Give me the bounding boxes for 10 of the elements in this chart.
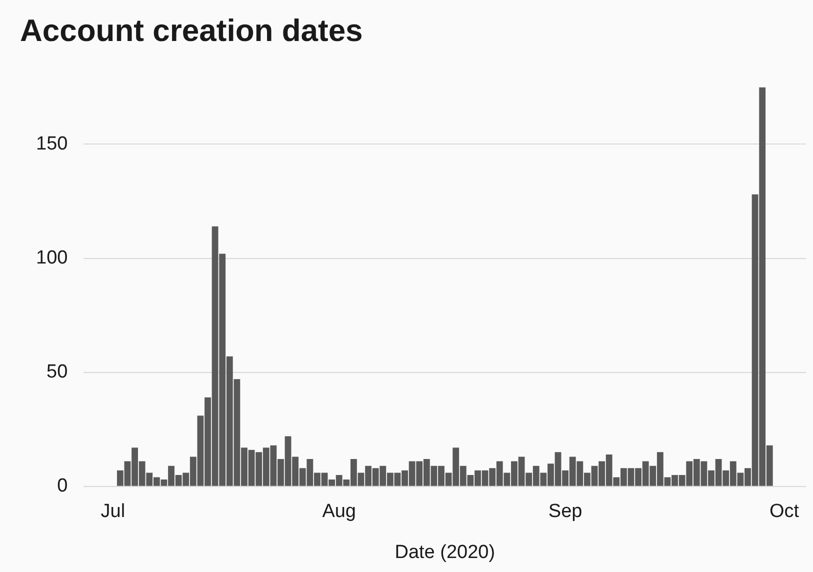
y-tick-label: 100 — [36, 248, 68, 269]
x-tick-label: Aug — [322, 501, 356, 522]
y-tick-label: 0 — [57, 476, 68, 497]
x-tick-label: Sep — [548, 501, 582, 522]
x-axis-title: Date (2020) — [394, 542, 496, 563]
x-tick-label: Oct — [769, 501, 800, 522]
y-tick-label: 50 — [46, 362, 68, 383]
y-tick-label: 150 — [36, 133, 68, 154]
chart-title: Account creation dates — [20, 13, 363, 48]
x-tick-label: Jul — [100, 501, 126, 522]
